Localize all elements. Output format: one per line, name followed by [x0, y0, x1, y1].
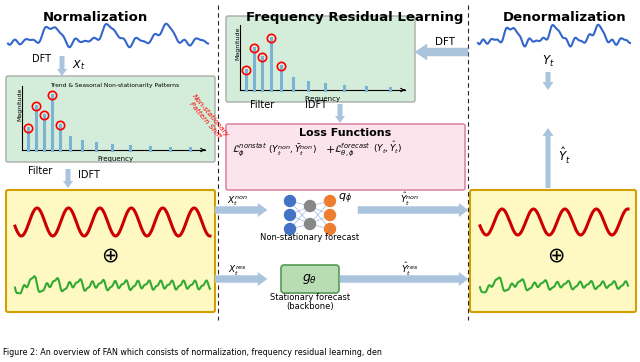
Text: Magnitude: Magnitude	[17, 88, 22, 121]
Text: DFT: DFT	[435, 37, 455, 47]
Text: $\hat{Y}_t^{non}$: $\hat{Y}_t^{non}$	[401, 191, 420, 209]
Circle shape	[324, 210, 335, 220]
FancyBboxPatch shape	[6, 190, 215, 312]
Text: Non-stationary
Pattern Shift: Non-stationary Pattern Shift	[186, 93, 230, 143]
Text: Non-stationary forecast: Non-stationary forecast	[260, 233, 360, 242]
Polygon shape	[340, 273, 468, 286]
Text: $\mathcal{L}_{\theta,\phi}^{forecast}$: $\mathcal{L}_{\theta,\phi}^{forecast}$	[334, 142, 371, 159]
Text: $(Y_t^{non}, \bar{Y}_t^{non})$: $(Y_t^{non}, \bar{Y}_t^{non})$	[268, 142, 317, 157]
Circle shape	[324, 195, 335, 206]
Circle shape	[285, 210, 296, 220]
Circle shape	[305, 201, 316, 211]
FancyBboxPatch shape	[281, 265, 339, 293]
Text: $X_t^{non}$: $X_t^{non}$	[227, 195, 247, 209]
Text: Filter: Filter	[28, 166, 52, 176]
Text: Magnitude: Magnitude	[235, 27, 240, 60]
Text: Denormalization: Denormalization	[503, 11, 627, 24]
Text: IDFT: IDFT	[305, 100, 327, 110]
Text: $Y_t$: $Y_t$	[541, 54, 554, 69]
Polygon shape	[415, 44, 468, 60]
Text: $q_\phi$: $q_\phi$	[338, 191, 352, 206]
Text: IDFT: IDFT	[78, 170, 100, 180]
Text: $\hat{Y}_t$: $\hat{Y}_t$	[558, 146, 571, 166]
Text: $+$: $+$	[325, 144, 335, 155]
Text: $\oplus$: $\oplus$	[547, 246, 564, 266]
Circle shape	[285, 223, 296, 235]
Circle shape	[324, 223, 335, 235]
FancyBboxPatch shape	[226, 16, 415, 102]
Text: Normalization: Normalization	[42, 11, 148, 24]
Polygon shape	[215, 273, 267, 286]
Circle shape	[305, 219, 316, 230]
Text: (backbone): (backbone)	[286, 302, 334, 311]
Polygon shape	[215, 203, 267, 216]
Text: Trend & Seasonal Non-stationarity Patterns: Trend & Seasonal Non-stationarity Patter…	[51, 83, 180, 88]
Polygon shape	[358, 203, 468, 216]
FancyBboxPatch shape	[470, 190, 636, 312]
Polygon shape	[543, 128, 554, 188]
Text: Stationary forecast: Stationary forecast	[270, 293, 350, 302]
Text: $\oplus$: $\oplus$	[101, 246, 119, 266]
Text: $g_\theta$: $g_\theta$	[303, 272, 317, 286]
FancyBboxPatch shape	[6, 76, 215, 162]
Polygon shape	[57, 56, 67, 76]
Text: DFT: DFT	[32, 54, 51, 64]
Text: Frequency: Frequency	[304, 96, 340, 102]
Text: Frequency: Frequency	[97, 156, 133, 162]
Text: $\hat{Y}_t^{res}$: $\hat{Y}_t^{res}$	[401, 260, 419, 278]
Text: Frequency Residual Learning: Frequency Residual Learning	[246, 11, 464, 24]
Polygon shape	[63, 169, 73, 188]
Text: Filter: Filter	[250, 100, 275, 110]
Polygon shape	[543, 72, 554, 90]
Polygon shape	[335, 104, 345, 123]
Text: $\mathcal{L}_{\phi}^{nonstat}$: $\mathcal{L}_{\phi}^{nonstat}$	[232, 142, 267, 159]
FancyBboxPatch shape	[226, 124, 465, 190]
Text: $(Y_t, \hat{Y}_t)$: $(Y_t, \hat{Y}_t)$	[373, 140, 403, 156]
Text: $X_t^{res}$: $X_t^{res}$	[228, 263, 246, 278]
Text: Figure 2: An overview of FAN which consists of normalization, frequency residual: Figure 2: An overview of FAN which consi…	[3, 348, 382, 357]
Text: $X_t$: $X_t$	[72, 58, 85, 72]
Circle shape	[285, 195, 296, 206]
Text: Loss Functions: Loss Functions	[299, 128, 391, 138]
